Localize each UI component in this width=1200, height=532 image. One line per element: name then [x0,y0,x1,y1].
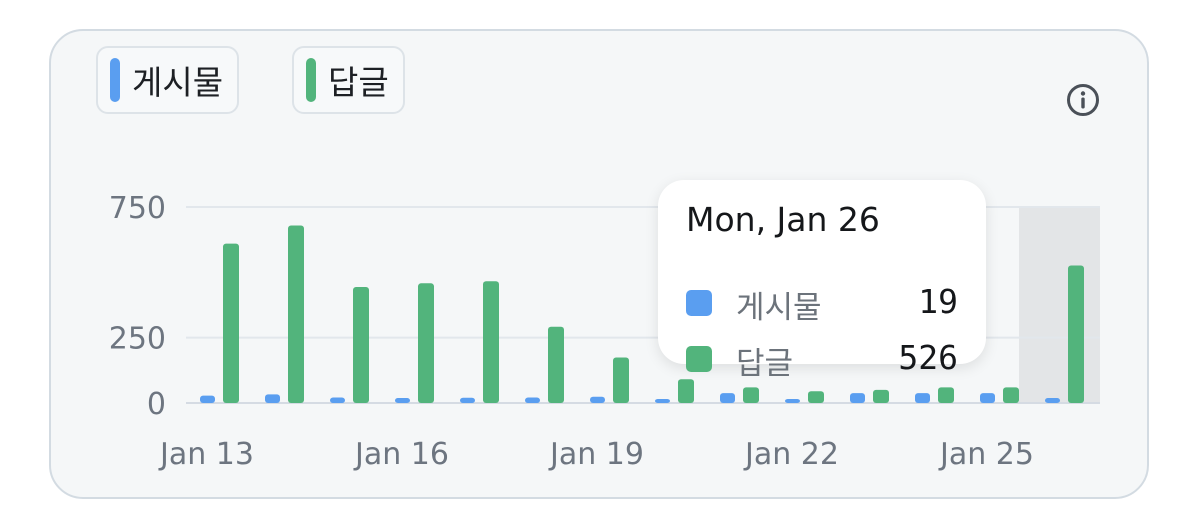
bar-posts [460,397,475,403]
bar-replies [483,281,499,403]
bar-replies [613,357,629,403]
legend-label: 게시물 [132,63,224,102]
bar-replies [938,387,954,403]
bar-replies [1068,265,1084,403]
x-tick-label: Jan 22 [743,437,839,472]
bar-posts [265,394,280,403]
bar-replies [418,283,434,403]
y-tick-label: 750 [109,191,166,226]
bar-posts [655,399,670,403]
bar-posts [785,399,800,403]
tooltip-series-label: 답글 [736,346,794,382]
bar-posts [590,396,605,403]
tooltip-row-posts: 게시물 19 [686,282,958,326]
bar-posts [915,393,930,403]
legend-item-posts[interactable]: 게시물 [96,46,240,114]
tooltip-series-value: 526 [898,338,958,377]
legend-item-replies[interactable]: 답글 [292,46,405,114]
bar-replies [223,243,239,403]
bar-posts [525,397,540,403]
bar-replies [743,387,759,403]
x-tick-label: Jan 16 [353,437,449,472]
x-tick-label: Jan 19 [548,437,644,472]
bar-posts [850,393,865,403]
bar-posts [1045,398,1060,403]
bar-posts [330,397,345,403]
tooltip-series-label: 게시물 [736,290,822,326]
bar-posts [395,398,410,403]
bar-replies [353,286,369,403]
chart-tooltip: Mon, Jan 26 게시물 19 답글 526 [658,180,986,382]
bar-replies [873,389,889,403]
bar-posts [720,393,735,403]
bar-replies [678,379,694,403]
tooltip-row-replies: 답글 526 [686,338,958,382]
replies-color-swatch [686,346,712,372]
legend-label: 답글 [328,63,389,102]
replies-color-swatch [306,58,316,102]
bar-posts [200,395,215,403]
y-tick-label: 0 [147,387,166,422]
bar-replies [1003,387,1019,403]
x-tick-label: Jan 25 [938,437,1034,472]
tooltip-date: Mon, Jan 26 [686,200,880,239]
bar-replies [808,391,824,403]
bar-replies [288,225,304,403]
tooltip-series-value: 19 [918,282,958,321]
x-tick-label: Jan 13 [158,437,254,472]
bar-posts [980,393,995,403]
y-tick-label: 250 [109,322,166,357]
posts-color-swatch [686,290,712,316]
bar-replies [548,326,564,403]
highlight-band [1019,207,1100,403]
info-icon[interactable] [1066,83,1100,117]
posts-color-swatch [110,58,120,102]
